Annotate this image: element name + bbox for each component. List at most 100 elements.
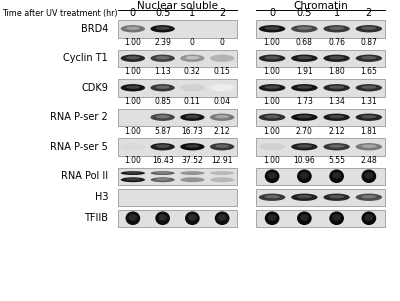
Ellipse shape <box>185 115 200 118</box>
Text: H3: H3 <box>94 192 108 202</box>
Ellipse shape <box>126 85 140 89</box>
Text: 1: 1 <box>334 8 340 18</box>
Ellipse shape <box>128 214 137 221</box>
Bar <box>256 138 385 156</box>
Ellipse shape <box>356 143 382 150</box>
Text: 1.00: 1.00 <box>264 156 280 165</box>
Ellipse shape <box>324 143 350 150</box>
Text: 1.31: 1.31 <box>360 97 377 106</box>
Ellipse shape <box>150 25 175 33</box>
Text: Chromatin: Chromatin <box>293 1 348 11</box>
Ellipse shape <box>361 144 376 148</box>
Ellipse shape <box>297 26 312 30</box>
Ellipse shape <box>291 113 318 121</box>
Text: 12.91: 12.91 <box>211 156 233 165</box>
Text: 2: 2 <box>366 8 372 18</box>
Ellipse shape <box>210 84 234 92</box>
Text: 0.5: 0.5 <box>155 8 170 18</box>
Ellipse shape <box>259 84 285 92</box>
Ellipse shape <box>121 113 145 121</box>
Ellipse shape <box>121 84 145 92</box>
Ellipse shape <box>150 54 175 62</box>
Ellipse shape <box>329 115 344 118</box>
Bar <box>118 20 237 38</box>
Text: Time after UV treatment (hr): Time after UV treatment (hr) <box>2 9 118 18</box>
Ellipse shape <box>329 26 344 30</box>
Ellipse shape <box>297 56 312 59</box>
Ellipse shape <box>210 171 234 175</box>
Bar <box>256 108 385 126</box>
Ellipse shape <box>332 172 341 179</box>
Ellipse shape <box>180 113 204 121</box>
Text: RNA Pol II: RNA Pol II <box>61 171 108 181</box>
Text: 2.12: 2.12 <box>214 126 230 135</box>
Text: 37.52: 37.52 <box>182 156 203 165</box>
Ellipse shape <box>291 194 318 201</box>
Ellipse shape <box>356 194 382 201</box>
Text: BRD4: BRD4 <box>81 24 108 34</box>
Ellipse shape <box>215 144 229 148</box>
Ellipse shape <box>150 177 175 182</box>
Text: 1.00: 1.00 <box>264 67 280 76</box>
Ellipse shape <box>259 113 285 121</box>
Text: 1.80: 1.80 <box>328 67 345 76</box>
Ellipse shape <box>155 172 170 174</box>
Ellipse shape <box>150 84 175 92</box>
Ellipse shape <box>185 56 200 59</box>
Ellipse shape <box>329 56 344 59</box>
Ellipse shape <box>185 211 200 225</box>
Text: CDK9: CDK9 <box>81 83 108 93</box>
Ellipse shape <box>156 144 170 148</box>
Ellipse shape <box>210 113 234 121</box>
Ellipse shape <box>362 211 376 225</box>
Ellipse shape <box>126 56 140 59</box>
Ellipse shape <box>361 85 376 89</box>
Ellipse shape <box>356 84 382 92</box>
Text: 1.00: 1.00 <box>124 67 141 76</box>
Ellipse shape <box>218 214 226 221</box>
Text: 1.34: 1.34 <box>328 97 345 106</box>
Ellipse shape <box>156 85 170 89</box>
Text: 0: 0 <box>190 38 195 47</box>
Ellipse shape <box>126 178 140 181</box>
Ellipse shape <box>158 214 167 221</box>
Ellipse shape <box>324 194 350 201</box>
Text: 1.81: 1.81 <box>360 126 377 135</box>
Bar <box>118 167 237 185</box>
Text: RNA P-ser 2: RNA P-ser 2 <box>50 112 108 122</box>
Ellipse shape <box>180 143 204 150</box>
Ellipse shape <box>329 195 344 198</box>
Text: 2.70: 2.70 <box>296 126 313 135</box>
Ellipse shape <box>150 143 175 150</box>
Text: 1.91: 1.91 <box>296 67 313 76</box>
Text: 1.00: 1.00 <box>264 126 280 135</box>
Text: 0.68: 0.68 <box>296 38 313 47</box>
Ellipse shape <box>362 169 376 183</box>
Text: 1.00: 1.00 <box>264 38 280 47</box>
Ellipse shape <box>291 54 318 62</box>
Ellipse shape <box>150 113 175 121</box>
Text: 2: 2 <box>219 8 225 18</box>
Text: 0.32: 0.32 <box>184 67 201 76</box>
Text: 1: 1 <box>189 8 196 18</box>
Ellipse shape <box>297 85 312 89</box>
Text: 1.00: 1.00 <box>124 97 141 106</box>
Ellipse shape <box>297 195 312 198</box>
Ellipse shape <box>291 25 318 33</box>
Text: 1.00: 1.00 <box>264 97 280 106</box>
Ellipse shape <box>126 172 140 174</box>
Text: 0.87: 0.87 <box>360 38 377 47</box>
Ellipse shape <box>332 214 341 221</box>
Ellipse shape <box>126 26 140 30</box>
Ellipse shape <box>265 169 280 183</box>
Ellipse shape <box>364 172 373 179</box>
Ellipse shape <box>121 25 145 33</box>
Text: RNA P-ser 5: RNA P-ser 5 <box>50 142 108 152</box>
Ellipse shape <box>364 214 373 221</box>
Ellipse shape <box>324 113 350 121</box>
Ellipse shape <box>155 178 170 181</box>
Ellipse shape <box>210 54 234 62</box>
Bar <box>118 138 237 156</box>
Bar <box>256 188 385 206</box>
Text: Cyclin T1: Cyclin T1 <box>63 53 108 63</box>
